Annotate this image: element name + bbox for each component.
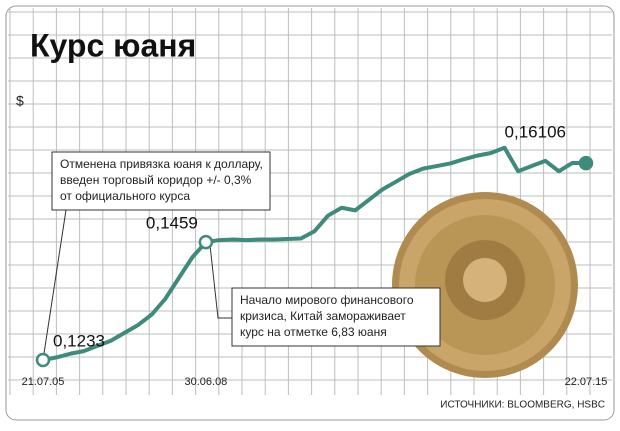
coin-flower-center bbox=[463, 258, 507, 302]
x-tick-label: 22.07.15 bbox=[565, 376, 608, 388]
coin bbox=[392, 192, 578, 378]
annotation: введен торговый коридор +/- 0,3% bbox=[60, 173, 252, 187]
y-axis-label: $ bbox=[16, 93, 24, 109]
x-tick-label: 30.06.08 bbox=[184, 376, 227, 388]
point-marker bbox=[198, 234, 214, 250]
value-label: 0,1459 bbox=[146, 214, 198, 233]
annotation: Отменена привязка юаня к доллару, bbox=[60, 157, 263, 171]
value-label: 0,1233 bbox=[53, 331, 105, 350]
annotation: кризиса, Китай замораживает bbox=[240, 309, 406, 323]
annotation: курс на отметке 6,83 юаня bbox=[240, 325, 387, 339]
x-tick-label: 21.07.05 bbox=[22, 376, 65, 388]
value-label: 0,16106 bbox=[505, 123, 566, 142]
chart-title: Курс юаня bbox=[30, 27, 196, 63]
annotation-box bbox=[51, 151, 271, 211]
point-marker bbox=[35, 352, 51, 368]
source: ИСТОЧНИКИ: BLOOMBERG, HSBC bbox=[440, 400, 605, 411]
annotation-box bbox=[231, 287, 441, 347]
annotation: от официального курса bbox=[60, 189, 190, 203]
point-marker bbox=[578, 155, 594, 171]
connector bbox=[209, 244, 232, 319]
line bbox=[42, 145, 587, 362]
connector bbox=[42, 209, 67, 361]
annotation: Начало мирового финансового bbox=[240, 293, 414, 307]
